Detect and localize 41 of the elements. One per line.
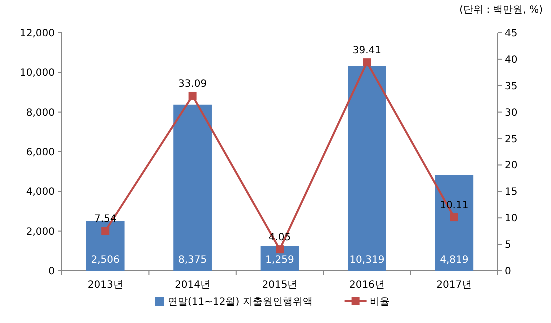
point (363, 58, 372, 67)
point (102, 227, 110, 236)
bar (348, 66, 386, 271)
legend-label: 연말(11~12월) 지출원인행위액 (168, 297, 313, 308)
legend-label: 비율 (370, 297, 390, 308)
data-label: 39.41 (352, 46, 382, 57)
y-tick-label: 2,000 (26, 226, 55, 238)
y2-tick-label: 20 (505, 160, 518, 172)
y2-tick-label: 35 (505, 81, 518, 92)
y-tick-label: 0 (48, 266, 55, 278)
y2-tick-label: 45 (505, 28, 518, 40)
y-tick-label: 8,000 (26, 108, 55, 119)
y-tick-label: 4,000 (26, 187, 55, 198)
y-tick-label: 10,000 (20, 68, 55, 80)
y2-tick-label: 15 (505, 187, 518, 198)
x-tick-label: 2014년 (175, 280, 211, 291)
bar (86, 221, 125, 271)
bar (435, 175, 474, 271)
data-label: 1,259 (266, 255, 294, 266)
point (276, 246, 284, 254)
y2-tick-label: 0 (505, 266, 512, 278)
y2-tick-label: 10 (505, 214, 518, 225)
text: (단위 : 백만원, %) (460, 5, 544, 16)
data-label: 10,319 (350, 255, 385, 266)
x-tick-label: 2015년 (262, 280, 298, 291)
point (450, 214, 458, 222)
point (188, 92, 197, 100)
y2-tick-label: 25 (505, 134, 518, 146)
y2-tick-label: 40 (505, 54, 518, 66)
data-label: 4,819 (440, 255, 469, 266)
y-tick-label: 12,000 (20, 28, 55, 40)
data-label: 2,506 (91, 255, 120, 266)
x-tick-label: 2013년 (88, 280, 124, 291)
data-label: 33.09 (178, 78, 208, 90)
y2-tick-label: 5 (505, 240, 512, 252)
bar (174, 104, 212, 271)
y-tick-label: 6,000 (26, 148, 55, 158)
x-tick-label: 2016년 (349, 280, 385, 291)
data-label: 8,375 (178, 255, 208, 266)
x-tick-label: 2017년 (436, 280, 472, 291)
y2-tick-label: 30 (505, 108, 518, 119)
